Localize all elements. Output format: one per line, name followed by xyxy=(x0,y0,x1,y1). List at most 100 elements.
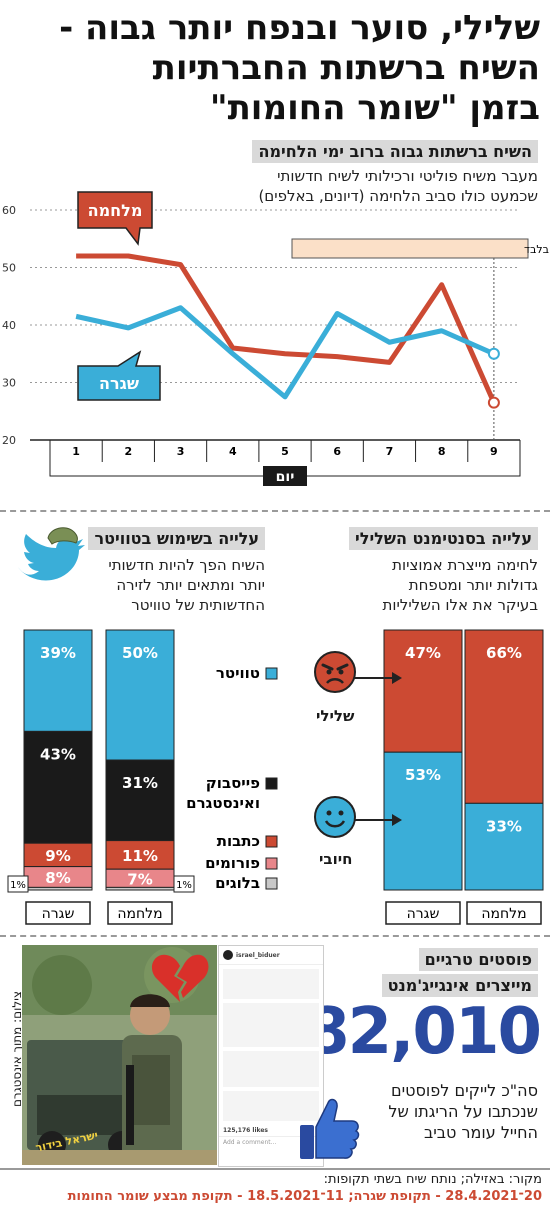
twitter-subtitle-1: השיח הפך להיות חדשותי xyxy=(108,556,265,574)
insta-likes: 125,176 likes xyxy=(223,1127,268,1134)
series-endpoint xyxy=(487,347,500,360)
platform-data-label: 9% xyxy=(45,847,70,865)
posts-kicker: פוסטים טרגיים מייצרים אינגייג'מנט xyxy=(381,948,538,997)
platform-category-label: שגרה xyxy=(42,906,75,922)
y-tick-label: 50 xyxy=(2,262,16,275)
source-line-1: מקור: באזילה; נותח שיח בשתי תקופות: xyxy=(323,1172,542,1187)
sentiment-subtitle-3: בעיקר את אלו השליליות xyxy=(382,596,539,614)
annotation-text: *ביום 9 - 19.5.21 השיח נספר עד 21:00 בלב… xyxy=(524,243,550,256)
war-bubble xyxy=(77,191,153,246)
blogs-small-box xyxy=(7,875,29,893)
twitter-subtitle: השיח הפך להיות חדשותי יותר ומתאים יותר ל… xyxy=(85,555,265,615)
sentiment-bar-segment xyxy=(464,802,544,891)
sentiment-category-label: שגרה xyxy=(407,906,440,922)
x-tick-label: 2 xyxy=(125,445,133,458)
platform-bar-segment xyxy=(23,886,93,891)
sentiment-header: עלייה בסנטימנט השלילי xyxy=(349,527,538,550)
war-series-label: מלחמה xyxy=(88,201,143,220)
negative-arrow-head xyxy=(392,672,402,684)
headline-line-1: שלילי, סוער ובנפח יותר גבוה - xyxy=(59,8,540,48)
series-line-war xyxy=(76,253,497,404)
headline-line-2: השיח ברשתות החברתיות xyxy=(152,48,540,88)
platform-category-box xyxy=(25,901,91,925)
headline: שלילי, סוער ובנפח יותר גבוה - השיח ברשתו… xyxy=(10,8,540,128)
y-tick-label: 30 xyxy=(2,377,16,390)
stacked-bars: 66% 33% מלחמה 47% 53% שגרה 50% 31% 11% 7% מלחמה 39%… xyxy=(7,629,544,925)
legend-label: ואינסטגרם xyxy=(186,794,260,812)
platform-data-label: 43% xyxy=(40,745,76,763)
x-tick-label: 3 xyxy=(177,445,185,458)
sentiment-category-label: מלחמה xyxy=(481,906,526,922)
x-tick-label: 1 xyxy=(72,445,80,458)
blogs-small-label: 1% xyxy=(176,880,192,891)
platform-bar-segment xyxy=(105,629,175,761)
line-chart-subtitle: מעבר משיח פוליטי ורכילותי לשיח חדשותי שכ… xyxy=(78,166,538,206)
positive-label: חיובי xyxy=(319,850,353,868)
platform-category-label: מלחמה xyxy=(117,906,162,922)
line-chart-subtitle-2: שכמעט כולו סביב הלחימה (דיונים, באלפים) xyxy=(258,187,538,205)
posts-kicker-1: פוסטים טרגיים xyxy=(418,948,538,971)
series-endpoint xyxy=(487,396,500,409)
likes-caption-3: החייל עומר טביב xyxy=(423,1123,538,1142)
legend-swatch xyxy=(265,667,278,680)
blogs-small-box xyxy=(173,875,195,893)
line-chart-subtitle-1: מעבר משיח פוליטי ורכילותי לשיח חדשותי xyxy=(277,167,538,185)
blogs-small-label: 1% xyxy=(10,880,26,891)
insta-username: israel_biduer xyxy=(236,951,280,959)
platform-data-label: 7% xyxy=(127,870,152,888)
x-tick-label: 9 xyxy=(490,445,498,458)
platform-category-box xyxy=(107,901,173,925)
angry-face-icon xyxy=(314,651,356,693)
line-chart-header: השיח ברשתות גבוה ברוב ימי הלחימה xyxy=(12,140,538,163)
smiley-face-icon xyxy=(314,796,356,838)
platform-bar-segment xyxy=(23,629,93,732)
legend-label: פייסבוק xyxy=(206,774,260,792)
sentiment-title: עלייה בסנטימנט השלילי xyxy=(349,527,538,550)
line-chart-title: השיח ברשתות גבוה ברוב ימי הלחימה xyxy=(252,140,538,163)
twitter-subtitle-3: החדשותית של טוויטר xyxy=(131,596,265,614)
legend-label: פורומים xyxy=(205,854,260,872)
platform-bar-segment xyxy=(105,840,175,870)
broken-heart-icon xyxy=(151,954,209,1002)
twitter-title: עלייה בשימוש בטוויטר xyxy=(88,527,265,550)
annotation-box xyxy=(291,238,529,259)
sentiment-data-label: 47% xyxy=(405,644,441,662)
sentiment-data-label: 66% xyxy=(486,644,522,662)
sentiment-data-label: 33% xyxy=(486,817,522,835)
legend-swatch xyxy=(265,777,278,790)
x-label-bg xyxy=(263,466,307,486)
platform-data-label: 39% xyxy=(40,644,76,662)
x-tick-label: 5 xyxy=(281,445,289,458)
platform-data-label: 31% xyxy=(122,774,158,792)
sentiment-subtitle-1: לחימה מייצרת אמוציות xyxy=(392,556,538,574)
headline-line-3: בזמן "שומר החומות" xyxy=(209,88,540,128)
sentiment-subtitle: לחימה מייצרת אמוציות גדולות יותר ומטפחת … xyxy=(298,555,539,615)
sentiment-bar-segment xyxy=(464,629,544,804)
insta-comment-3 xyxy=(223,1051,319,1087)
insta-comment-2 xyxy=(223,1003,319,1047)
twitter-header: עלייה בשימוש בטוויטר xyxy=(88,527,265,550)
sentiment-category-box xyxy=(466,901,542,925)
likes-caption-2: שנכתבו על הריגתו של xyxy=(388,1102,538,1121)
series-line-routine xyxy=(75,305,495,400)
y-tick-label: 40 xyxy=(2,319,16,332)
source-periods: 20־28.4.2021 - תקופת שגרה; 11־18.5.2021 … xyxy=(68,1189,542,1204)
platform-data-label: 11% xyxy=(122,847,158,865)
source-period-routine: 20־28.4.2021 - תקופת שגרה; xyxy=(348,1189,542,1204)
section-divider-1 xyxy=(0,510,550,512)
insta-comment-1 xyxy=(223,969,319,999)
section-divider-2 xyxy=(0,935,550,937)
x-tick-label: 6 xyxy=(333,445,341,458)
legend-label: בלוגים xyxy=(215,874,260,892)
sentiment-subtitle-2: גדולות יותר ומטפחת xyxy=(408,576,538,594)
likes-caption-1: סה"כ לייקים לפוסטים xyxy=(390,1081,538,1100)
routine-series-label: שגרה xyxy=(99,374,139,393)
twitter-subtitle-2: יותר ומתאים יותר לזירה xyxy=(116,576,265,594)
soldier-photo xyxy=(22,945,217,1165)
insta-add-comment[interactable]: Add a comment... xyxy=(219,1136,323,1148)
twitter-bird-icon xyxy=(18,527,85,581)
legend-swatch xyxy=(265,835,278,848)
legend-swatch xyxy=(265,857,278,870)
sentiment-data-label: 53% xyxy=(405,766,441,784)
insta-comment-4 xyxy=(223,1091,319,1121)
